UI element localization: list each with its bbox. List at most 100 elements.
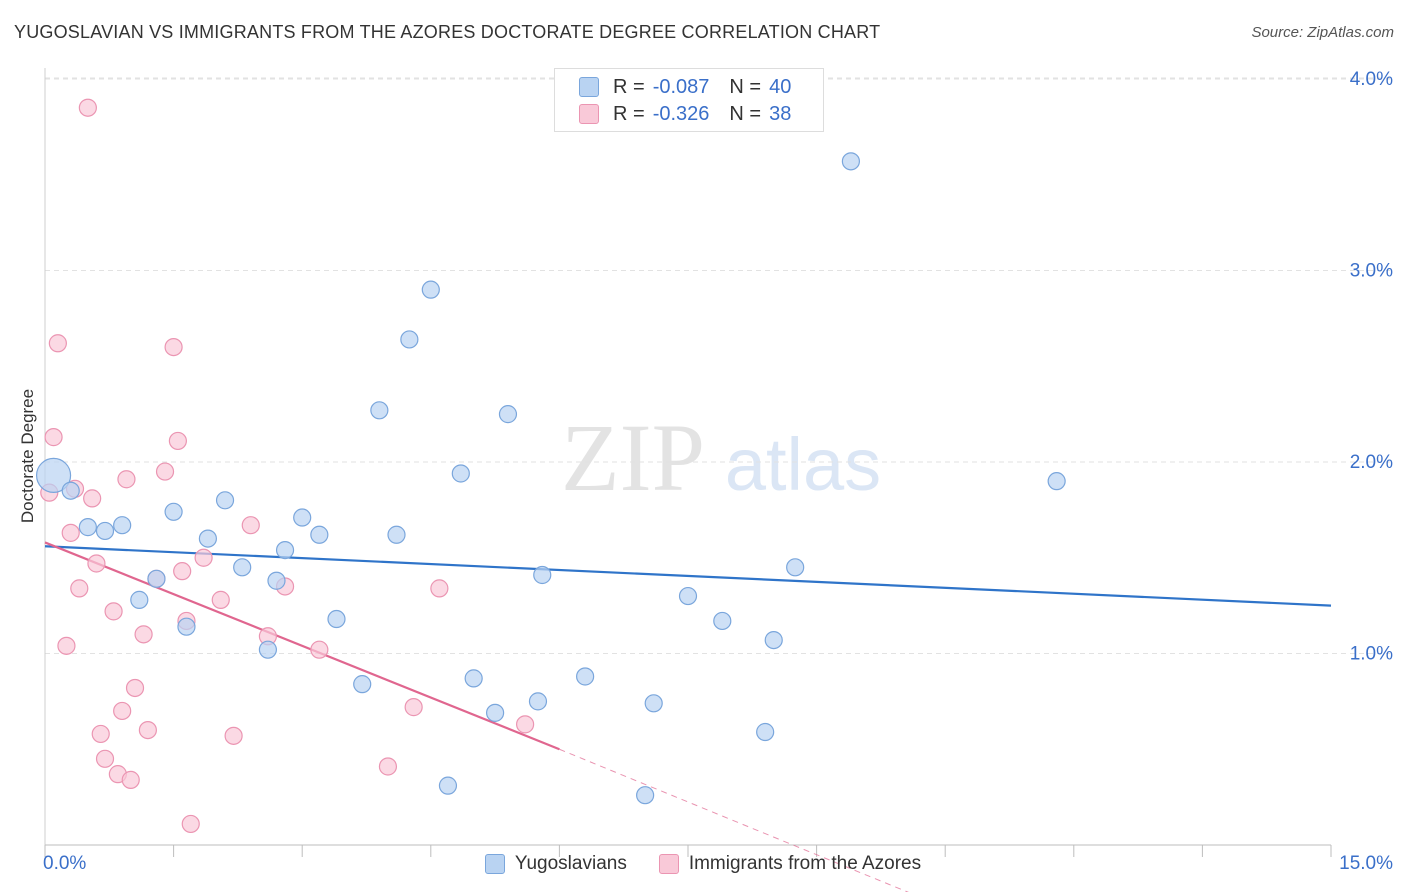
point-yugoslavians bbox=[198, 529, 217, 548]
point-yugoslavians bbox=[78, 518, 97, 537]
legend-label-azores: Immigrants from the Azores bbox=[688, 853, 922, 874]
series-legend: Yugoslavians Immigrants from the Azores bbox=[0, 851, 1406, 877]
legend-r-value: -0.326 bbox=[652, 102, 710, 125]
point-yugoslavians bbox=[61, 481, 80, 500]
point-azores bbox=[95, 749, 115, 768]
point-azores bbox=[91, 724, 110, 744]
point-yugoslavians bbox=[528, 692, 548, 711]
point-yugoslavians bbox=[498, 405, 518, 424]
legend-n-value: 40 bbox=[769, 75, 792, 98]
y-tick-label: 4.0% bbox=[1350, 69, 1393, 90]
point-yugoslavians bbox=[764, 630, 783, 650]
tick-labels: 1.0% 2.0% 3.0% 4.0% 0.0% 15.0% bbox=[43, 69, 1393, 874]
chart-title: YUGOSLAVIAN VS IMMIGRANTS FROM THE AZORE… bbox=[14, 22, 881, 42]
watermark: ZIP atlas bbox=[561, 404, 881, 511]
point-yugoslavians bbox=[464, 669, 483, 688]
point-azores bbox=[516, 715, 535, 734]
point-azores bbox=[164, 338, 183, 357]
legend-n-value: 38 bbox=[769, 102, 792, 125]
y-axis-label: Doctorate Degree bbox=[18, 388, 37, 524]
point-yugoslavians bbox=[353, 675, 372, 694]
point-azores bbox=[138, 720, 157, 740]
point-yugoslavians bbox=[576, 667, 595, 686]
point-yugoslavians bbox=[130, 590, 149, 609]
point-yugoslavians bbox=[327, 609, 346, 629]
point-azores bbox=[181, 814, 200, 834]
data-points bbox=[35, 98, 1066, 834]
legend-n-label: N = bbox=[729, 75, 762, 98]
legend-row-azores: R = -0.326 N = 38 bbox=[579, 102, 791, 126]
y-tick-label: 2.0% bbox=[1350, 452, 1393, 473]
point-azores bbox=[113, 701, 132, 721]
grid bbox=[45, 77, 1390, 654]
point-azores bbox=[104, 602, 123, 621]
legend-swatch-pink bbox=[658, 854, 679, 874]
point-yugoslavians bbox=[841, 152, 860, 171]
point-yugoslavians bbox=[533, 565, 552, 585]
trend-line-yugoslavians bbox=[44, 545, 1332, 607]
y-tick-label: 3.0% bbox=[1350, 261, 1393, 282]
trend-lines bbox=[44, 541, 1332, 892]
point-yugoslavians bbox=[486, 703, 505, 722]
point-azores bbox=[83, 489, 102, 508]
point-azores bbox=[57, 636, 76, 655]
point-azores bbox=[61, 523, 80, 542]
point-yugoslavians bbox=[400, 330, 419, 349]
point-azores bbox=[310, 640, 329, 659]
x-tick-label-max: 15.0% bbox=[1339, 853, 1393, 874]
chart-source: Source: ZipAtlas.com bbox=[1251, 24, 1394, 41]
point-yugoslavians bbox=[258, 640, 278, 659]
legend-swatch-blue bbox=[579, 77, 599, 97]
point-yugoslavians bbox=[636, 786, 655, 805]
point-azores bbox=[155, 462, 175, 481]
point-yugoslavians bbox=[267, 571, 286, 590]
point-azores bbox=[194, 548, 213, 567]
watermark-zip: ZIP bbox=[561, 404, 705, 511]
point-yugoslavians bbox=[95, 521, 115, 541]
point-azores bbox=[78, 98, 97, 117]
legend-item-yugoslavians: Yugoslavians bbox=[484, 853, 627, 875]
point-yugoslavians bbox=[35, 457, 72, 494]
point-yugoslavians bbox=[421, 280, 440, 299]
legend-swatch-blue bbox=[484, 854, 505, 874]
point-yugoslavians bbox=[233, 558, 252, 577]
trend-line-azores bbox=[44, 541, 560, 751]
point-azores bbox=[404, 698, 423, 717]
point-yugoslavians bbox=[177, 617, 196, 636]
point-azores bbox=[48, 334, 67, 353]
point-yugoslavians bbox=[310, 525, 329, 544]
point-azores bbox=[224, 726, 243, 745]
point-azores bbox=[430, 579, 449, 598]
point-yugoslavians bbox=[147, 569, 166, 588]
point-yugoslavians bbox=[293, 508, 312, 527]
legend-label-yugoslavians: Yugoslavians bbox=[514, 853, 627, 874]
point-azores bbox=[173, 562, 192, 581]
point-yugoslavians bbox=[215, 491, 235, 510]
point-yugoslavians bbox=[438, 776, 458, 795]
point-yugoslavians bbox=[451, 464, 470, 483]
point-azores bbox=[70, 579, 89, 598]
point-yugoslavians bbox=[678, 586, 698, 606]
point-azores bbox=[117, 470, 136, 489]
point-yugoslavians bbox=[164, 502, 183, 521]
point-yugoslavians bbox=[644, 694, 663, 713]
point-azores bbox=[211, 590, 230, 609]
point-yugoslavians bbox=[713, 611, 732, 631]
legend-row-yugoslavians: R = -0.087 N = 40 bbox=[579, 75, 791, 99]
legend-n-label: N = bbox=[729, 102, 762, 125]
x-tick-label-min: 0.0% bbox=[43, 853, 86, 874]
point-yugoslavians bbox=[1047, 472, 1066, 491]
point-azores bbox=[134, 625, 153, 644]
point-azores bbox=[168, 431, 187, 451]
point-yugoslavians bbox=[370, 401, 389, 420]
point-azores bbox=[241, 516, 260, 535]
legend-r-value: -0.087 bbox=[652, 75, 710, 98]
point-yugoslavians bbox=[387, 525, 406, 544]
point-azores bbox=[378, 757, 398, 776]
legend-item-azores: Immigrants from the Azores bbox=[658, 853, 922, 875]
point-yugoslavians bbox=[756, 722, 775, 742]
legend-r-label: R = bbox=[613, 102, 645, 125]
point-azores bbox=[121, 770, 140, 789]
point-yugoslavians bbox=[275, 540, 295, 560]
